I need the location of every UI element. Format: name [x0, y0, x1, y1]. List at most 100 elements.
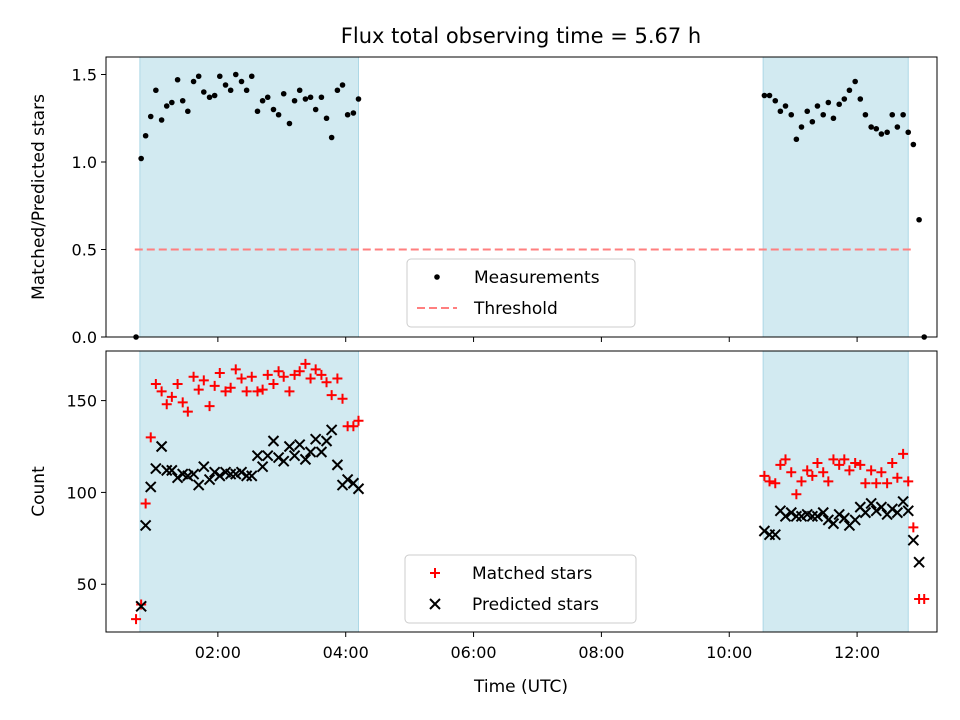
- measurement-point: [344, 111, 351, 118]
- matched-point: [161, 399, 172, 410]
- predicted-point: [790, 510, 803, 523]
- measurement-point: [350, 110, 357, 116]
- predicted-point: [907, 534, 920, 546]
- matched-point: [908, 522, 919, 533]
- measurement-point: [777, 108, 784, 115]
- observing-interval: [139, 56, 359, 338]
- matched-point: [225, 382, 236, 393]
- measurement-point: [286, 120, 293, 127]
- measurement-point: [846, 87, 853, 94]
- matched-point: [759, 470, 770, 481]
- y-tick-label: 100: [66, 483, 97, 502]
- matched-point: [230, 364, 241, 375]
- matched-point: [326, 390, 337, 401]
- measurement-point: [185, 108, 191, 115]
- measurement-point: [312, 106, 319, 113]
- measurement-point: [302, 96, 309, 102]
- matched-point: [278, 371, 289, 382]
- predicted-point: [822, 514, 835, 526]
- measurement-point: [825, 99, 832, 106]
- predicted-point: [288, 449, 301, 462]
- matched-point: [214, 368, 225, 379]
- measurement-point: [248, 73, 255, 80]
- measurement-point: [841, 96, 848, 102]
- matched-point: [198, 375, 209, 386]
- matched-point: [882, 478, 893, 489]
- matched-point: [273, 366, 284, 377]
- measurement-point: [206, 94, 213, 101]
- measurement-point: [884, 129, 890, 136]
- measurement-point: [190, 78, 197, 85]
- matched-point: [166, 391, 177, 402]
- measurement-point: [339, 82, 346, 88]
- predicted-point: [240, 470, 253, 482]
- matched-point: [887, 458, 898, 469]
- predicted-point: [235, 466, 248, 478]
- measurement-point: [169, 99, 175, 106]
- predicted-point: [875, 501, 888, 513]
- matched-point: [860, 478, 871, 489]
- measurement-point: [793, 136, 800, 143]
- measurement-point: [291, 97, 298, 104]
- predicted-point: [769, 528, 781, 541]
- predicted-point: [256, 460, 269, 473]
- predicted-point: [139, 519, 152, 532]
- predicted-point: [262, 449, 274, 462]
- measurement-point: [916, 216, 922, 223]
- matched-point: [316, 369, 327, 380]
- matched-point: [353, 415, 364, 426]
- matched-point: [866, 465, 877, 476]
- measurement-point: [878, 131, 885, 137]
- count-panel: 50 100 150 02:00 04:00 06:00 08:00 10:00 12:00 Co…: [29, 350, 938, 662]
- predicted-point: [331, 459, 344, 471]
- measurement-point: [910, 141, 917, 148]
- matched-point: [252, 386, 263, 397]
- matched-point: [898, 448, 909, 459]
- matched-point: [193, 384, 204, 395]
- predicted-point: [283, 440, 296, 453]
- predicted-point: [865, 497, 877, 510]
- matched-point: [204, 401, 215, 412]
- measurement-point: [254, 108, 261, 115]
- measurement-point: [804, 108, 811, 115]
- matched-point: [775, 459, 786, 470]
- measurement-point: [238, 78, 245, 85]
- matched-point: [855, 459, 866, 470]
- matched-point: [140, 498, 151, 509]
- axes-frame: [105, 350, 938, 633]
- predicted-point: [135, 600, 147, 612]
- matched-point: [796, 476, 807, 487]
- measurement-point: [830, 115, 837, 122]
- matched-point: [182, 406, 193, 417]
- y-tick-label: 1.0: [72, 153, 97, 172]
- measurement-point: [852, 78, 858, 85]
- chart-title: Flux total observing time = 5.67 h: [341, 24, 701, 48]
- x-tick-label: 12:00: [834, 643, 880, 662]
- measurement-point: [232, 71, 239, 78]
- measurement-point: [868, 124, 874, 130]
- measurement-point: [894, 124, 901, 130]
- predicted-point: [315, 446, 328, 458]
- measurement-point: [334, 87, 341, 94]
- predicted-point: [806, 510, 819, 523]
- matched-point: [332, 373, 343, 384]
- matched-point: [262, 369, 273, 380]
- measurement-point: [264, 94, 271, 101]
- matched-point: [300, 358, 311, 369]
- legend-label: Predicted stars: [472, 595, 599, 615]
- matched-point: [220, 386, 231, 397]
- matched-point: [337, 393, 348, 404]
- predicted-point: [838, 512, 851, 524]
- predicted-point: [203, 473, 216, 486]
- measurement-point: [761, 92, 768, 99]
- predicted-point: [849, 514, 861, 526]
- measurement-point: [900, 111, 906, 118]
- measurement-point: [142, 132, 149, 139]
- y-tick-label: 1.5: [72, 66, 97, 85]
- y-tick-label: 0.0: [72, 328, 97, 347]
- predicted-point: [272, 451, 285, 464]
- matched-point: [850, 458, 861, 469]
- measurement-point: [211, 92, 218, 99]
- matched-point: [818, 467, 829, 478]
